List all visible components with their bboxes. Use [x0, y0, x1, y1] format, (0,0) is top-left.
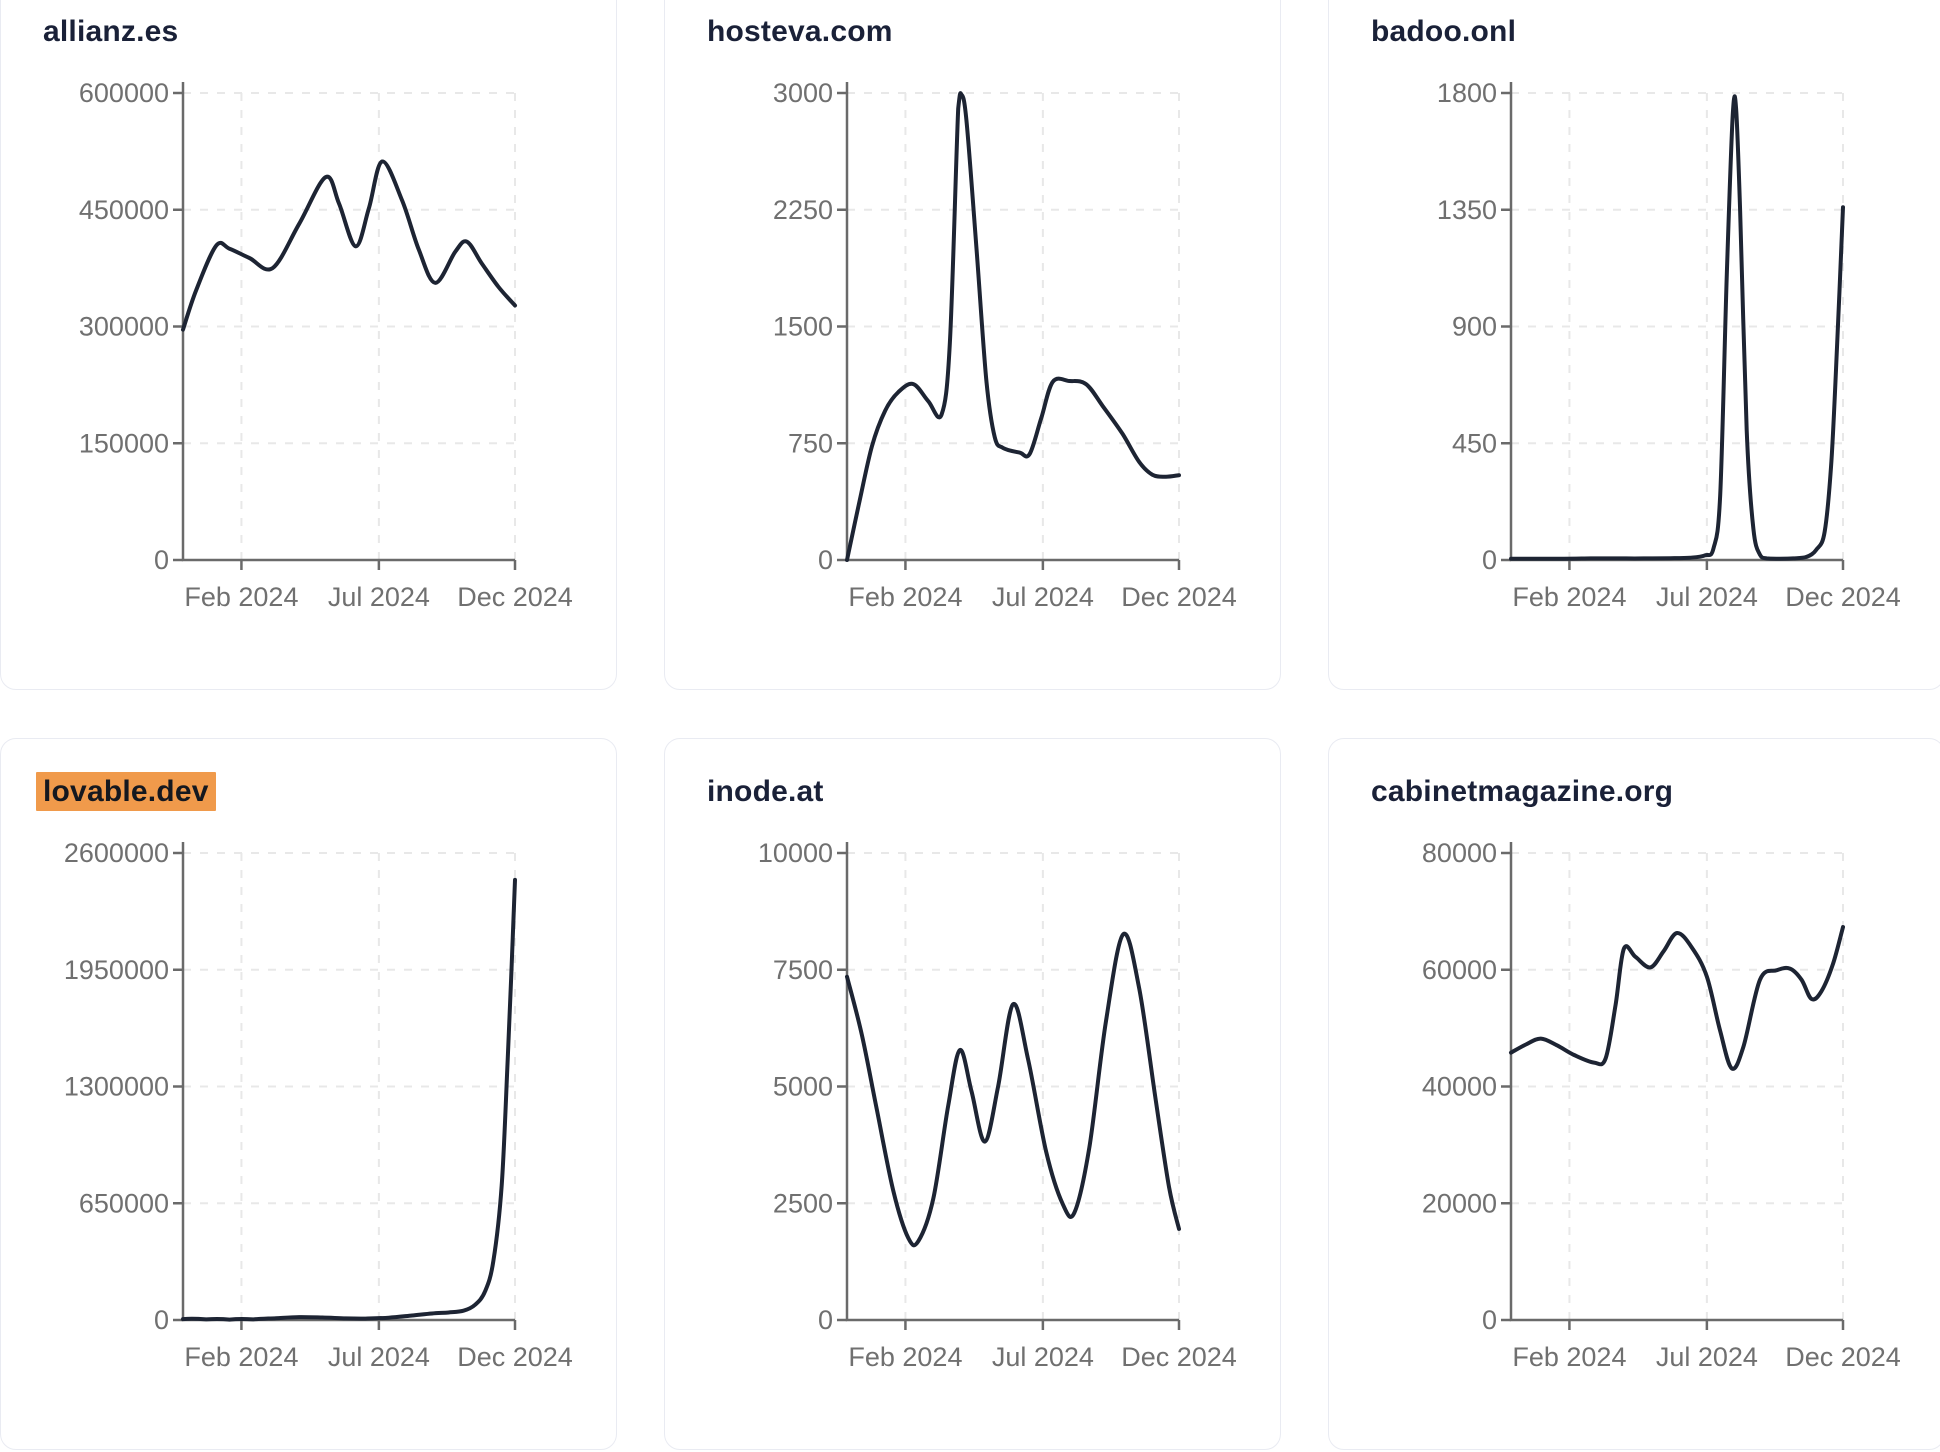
svg-text:0: 0 — [818, 1305, 833, 1335]
svg-text:450000: 450000 — [79, 195, 169, 225]
svg-text:40000: 40000 — [1422, 1072, 1497, 1102]
line-chart: 0 20000 40000 60000 80000 Feb 2024 Jul 2024 Dec… — [1422, 838, 1901, 1372]
line-chart: 0 2500 5000 7500 10000 Feb 2024 Jul 2024 Dec 20… — [758, 838, 1237, 1372]
svg-text:Dec 2024: Dec 2024 — [1785, 1342, 1901, 1372]
line-chart: 0 450 900 1350 1800 Feb 2024 Jul 2024 Dec 2024 — [1437, 78, 1901, 612]
svg-text:20000: 20000 — [1422, 1188, 1497, 1218]
domain-name: badoo.onl — [1371, 15, 1517, 48]
domain-card: lovable.dev 0 650000 1300000 1950000 2600000… — [0, 738, 617, 1450]
svg-text:Feb 2024: Feb 2024 — [184, 582, 298, 612]
svg-text:Jul 2024: Jul 2024 — [1656, 1342, 1758, 1372]
svg-text:Feb 2024: Feb 2024 — [848, 582, 962, 612]
svg-text:300000: 300000 — [79, 312, 169, 342]
svg-text:0: 0 — [154, 1305, 169, 1335]
chart-title: lovable.dev — [36, 772, 216, 811]
svg-text:60000: 60000 — [1422, 955, 1497, 985]
svg-text:Feb 2024: Feb 2024 — [1512, 582, 1626, 612]
line-chart: 0 650000 1300000 1950000 2600000 Feb 2024 Jul … — [64, 838, 573, 1372]
svg-text:450: 450 — [1452, 428, 1497, 458]
svg-text:80000: 80000 — [1422, 838, 1497, 868]
svg-text:1950000: 1950000 — [64, 955, 169, 985]
svg-text:10000: 10000 — [758, 838, 833, 868]
domain-name-highlighted: lovable.dev — [36, 772, 216, 811]
domain-card: allianz.es 0 150000 300000 450000 600000 Feb … — [0, 0, 617, 690]
svg-text:0: 0 — [818, 545, 833, 575]
domain-name: hosteva.com — [707, 15, 893, 48]
svg-text:1300000: 1300000 — [64, 1072, 169, 1102]
chart-title: cabinetmagazine.org — [1371, 775, 1673, 809]
domain-card: cabinetmagazine.org 0 20000 40000 60000 8000… — [1328, 738, 1940, 1450]
svg-text:Dec 2024: Dec 2024 — [1121, 582, 1237, 612]
svg-text:Jul 2024: Jul 2024 — [328, 1342, 430, 1372]
chart-title: inode.at — [707, 775, 824, 809]
chart-title: badoo.onl — [1371, 15, 1516, 49]
svg-text:Feb 2024: Feb 2024 — [184, 1342, 298, 1372]
svg-text:2600000: 2600000 — [64, 838, 169, 868]
svg-text:0: 0 — [1482, 545, 1497, 575]
svg-text:7500: 7500 — [773, 955, 833, 985]
svg-text:600000: 600000 — [79, 78, 169, 108]
domain-card: hosteva.com 0 750 1500 2250 3000 Feb 2024 Jul … — [664, 0, 1281, 690]
svg-text:2500: 2500 — [773, 1188, 833, 1218]
svg-text:150000: 150000 — [79, 428, 169, 458]
svg-text:Jul 2024: Jul 2024 — [992, 1342, 1094, 1372]
svg-text:Dec 2024: Dec 2024 — [1121, 1342, 1237, 1372]
line-chart: 0 750 1500 2250 3000 Feb 2024 Jul 2024 Dec 2024 — [773, 78, 1237, 612]
svg-text:0: 0 — [154, 545, 169, 575]
svg-text:Dec 2024: Dec 2024 — [1785, 582, 1901, 612]
chart-title: hosteva.com — [707, 15, 893, 49]
svg-text:750: 750 — [788, 428, 833, 458]
svg-text:Jul 2024: Jul 2024 — [328, 582, 430, 612]
svg-text:Jul 2024: Jul 2024 — [992, 582, 1094, 612]
domain-name: inode.at — [707, 775, 824, 808]
svg-text:Feb 2024: Feb 2024 — [1512, 1342, 1626, 1372]
svg-text:3000: 3000 — [773, 78, 833, 108]
svg-text:1800: 1800 — [1437, 78, 1497, 108]
svg-text:Feb 2024: Feb 2024 — [848, 1342, 962, 1372]
chart-title: allianz.es — [43, 15, 178, 49]
domain-name: allianz.es — [43, 15, 179, 48]
line-chart: 0 150000 300000 450000 600000 Feb 2024 Jul 202… — [79, 78, 573, 612]
svg-text:Jul 2024: Jul 2024 — [1656, 582, 1758, 612]
svg-text:2250: 2250 — [773, 195, 833, 225]
svg-text:0: 0 — [1482, 1305, 1497, 1335]
svg-text:5000: 5000 — [773, 1072, 833, 1102]
svg-text:900: 900 — [1452, 312, 1497, 342]
domain-card: inode.at 0 2500 5000 7500 10000 Feb 2024 Jul 2… — [664, 738, 1281, 1450]
svg-text:Dec 2024: Dec 2024 — [457, 582, 573, 612]
svg-text:1350: 1350 — [1437, 195, 1497, 225]
domain-card: badoo.onl 0 450 900 1350 1800 Feb 2024 Jul 202… — [1328, 0, 1940, 690]
svg-text:650000: 650000 — [79, 1188, 169, 1218]
domain-name: cabinetmagazine.org — [1371, 775, 1674, 808]
svg-text:Dec 2024: Dec 2024 — [457, 1342, 573, 1372]
svg-text:1500: 1500 — [773, 312, 833, 342]
